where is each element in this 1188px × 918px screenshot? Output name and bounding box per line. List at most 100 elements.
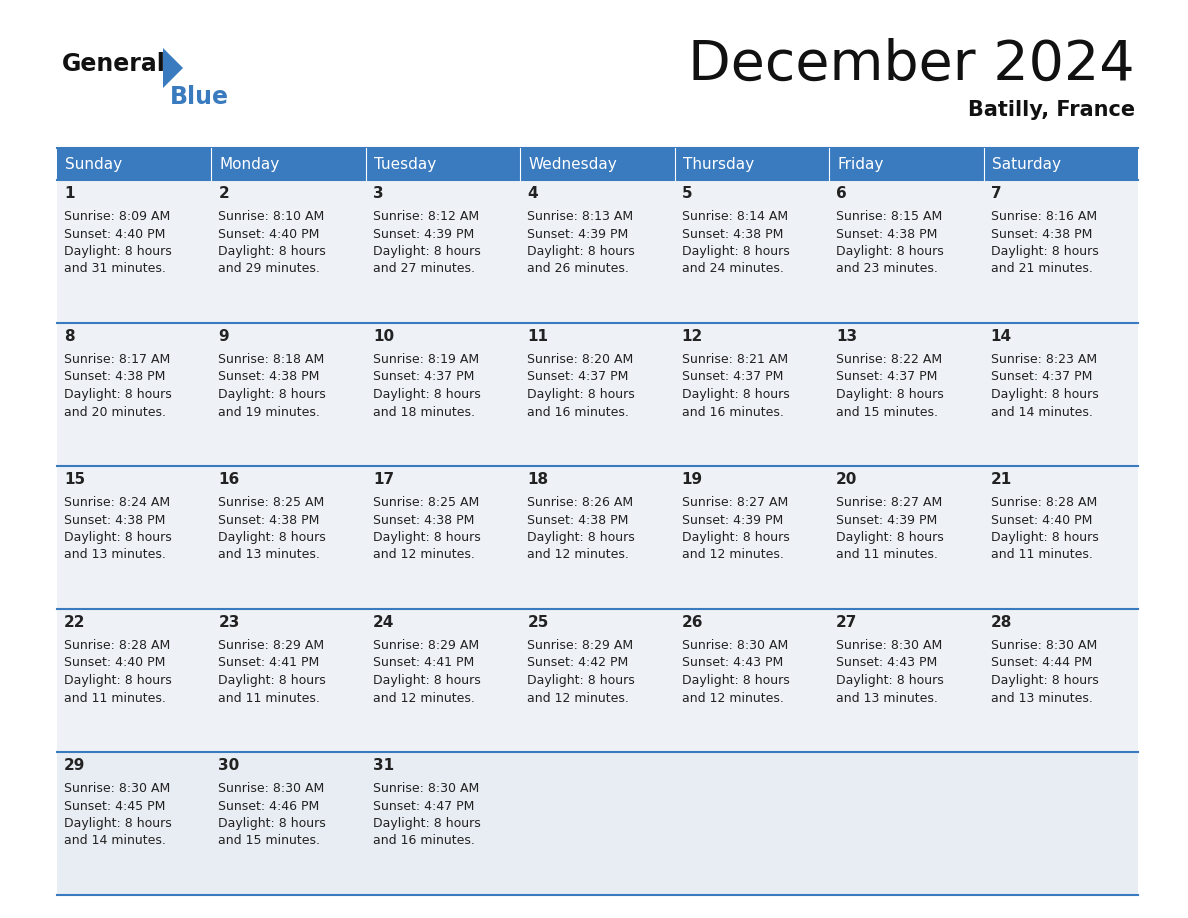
Text: 13: 13 — [836, 329, 858, 344]
Text: Daylight: 8 hours: Daylight: 8 hours — [219, 388, 327, 401]
Bar — [57, 752, 1138, 895]
Text: Sunrise: 8:28 AM: Sunrise: 8:28 AM — [64, 639, 170, 652]
Text: Sunrise: 8:30 AM: Sunrise: 8:30 AM — [836, 639, 942, 652]
Text: Blue: Blue — [170, 85, 229, 109]
Text: Daylight: 8 hours: Daylight: 8 hours — [64, 817, 172, 830]
Bar — [984, 148, 1138, 180]
Text: and 16 minutes.: and 16 minutes. — [682, 406, 784, 419]
Text: and 14 minutes.: and 14 minutes. — [991, 406, 1093, 419]
Text: 24: 24 — [373, 615, 394, 630]
Text: and 12 minutes.: and 12 minutes. — [682, 691, 784, 704]
Bar — [829, 148, 984, 180]
Text: 28: 28 — [991, 615, 1012, 630]
Text: and 16 minutes.: and 16 minutes. — [527, 406, 630, 419]
Text: and 24 minutes.: and 24 minutes. — [682, 263, 784, 275]
Polygon shape — [163, 48, 183, 88]
Text: Daylight: 8 hours: Daylight: 8 hours — [64, 531, 172, 544]
Text: Sunset: 4:43 PM: Sunset: 4:43 PM — [682, 656, 783, 669]
Text: Sunset: 4:40 PM: Sunset: 4:40 PM — [991, 513, 1092, 527]
Text: 9: 9 — [219, 329, 229, 344]
Text: Sunset: 4:38 PM: Sunset: 4:38 PM — [682, 228, 783, 241]
Text: Sunset: 4:38 PM: Sunset: 4:38 PM — [527, 513, 628, 527]
Text: Sunrise: 8:29 AM: Sunrise: 8:29 AM — [373, 639, 479, 652]
Text: Friday: Friday — [838, 156, 884, 172]
Text: Sunset: 4:44 PM: Sunset: 4:44 PM — [991, 656, 1092, 669]
Text: and 23 minutes.: and 23 minutes. — [836, 263, 939, 275]
Text: and 27 minutes.: and 27 minutes. — [373, 263, 475, 275]
Text: Sunrise: 8:26 AM: Sunrise: 8:26 AM — [527, 496, 633, 509]
Bar — [675, 148, 829, 180]
Text: Sunset: 4:47 PM: Sunset: 4:47 PM — [373, 800, 474, 812]
Text: 22: 22 — [64, 615, 86, 630]
Text: Thursday: Thursday — [683, 156, 754, 172]
Text: and 12 minutes.: and 12 minutes. — [682, 548, 784, 562]
Text: Sunset: 4:38 PM: Sunset: 4:38 PM — [64, 513, 165, 527]
Text: and 29 minutes.: and 29 minutes. — [219, 263, 321, 275]
Text: Sunrise: 8:21 AM: Sunrise: 8:21 AM — [682, 353, 788, 366]
Text: Daylight: 8 hours: Daylight: 8 hours — [527, 531, 636, 544]
Text: 30: 30 — [219, 758, 240, 773]
Text: Sunrise: 8:16 AM: Sunrise: 8:16 AM — [991, 210, 1097, 223]
Text: December 2024: December 2024 — [688, 38, 1135, 92]
Text: and 13 minutes.: and 13 minutes. — [991, 691, 1093, 704]
Text: Sunset: 4:39 PM: Sunset: 4:39 PM — [682, 513, 783, 527]
Text: Daylight: 8 hours: Daylight: 8 hours — [64, 245, 172, 258]
Text: Sunset: 4:40 PM: Sunset: 4:40 PM — [64, 228, 165, 241]
Text: Sunrise: 8:29 AM: Sunrise: 8:29 AM — [527, 639, 633, 652]
Text: Daylight: 8 hours: Daylight: 8 hours — [682, 674, 790, 687]
Text: Sunrise: 8:30 AM: Sunrise: 8:30 AM — [64, 782, 170, 795]
Text: and 11 minutes.: and 11 minutes. — [64, 691, 166, 704]
Text: Daylight: 8 hours: Daylight: 8 hours — [64, 674, 172, 687]
Text: Daylight: 8 hours: Daylight: 8 hours — [836, 245, 944, 258]
Text: and 12 minutes.: and 12 minutes. — [527, 691, 630, 704]
Text: General: General — [62, 52, 166, 76]
Text: 1: 1 — [64, 186, 75, 201]
Text: 3: 3 — [373, 186, 384, 201]
Text: and 31 minutes.: and 31 minutes. — [64, 263, 166, 275]
Text: Daylight: 8 hours: Daylight: 8 hours — [836, 388, 944, 401]
Text: Sunset: 4:37 PM: Sunset: 4:37 PM — [373, 371, 474, 384]
Text: and 15 minutes.: and 15 minutes. — [219, 834, 321, 847]
Text: Sunset: 4:37 PM: Sunset: 4:37 PM — [991, 371, 1092, 384]
Text: and 11 minutes.: and 11 minutes. — [836, 548, 939, 562]
Text: Daylight: 8 hours: Daylight: 8 hours — [373, 674, 481, 687]
Text: Sunday: Sunday — [65, 156, 122, 172]
Text: and 21 minutes.: and 21 minutes. — [991, 263, 1093, 275]
Text: 25: 25 — [527, 615, 549, 630]
Text: 5: 5 — [682, 186, 693, 201]
Text: 16: 16 — [219, 472, 240, 487]
Bar — [57, 148, 211, 180]
Text: 27: 27 — [836, 615, 858, 630]
Text: Sunrise: 8:15 AM: Sunrise: 8:15 AM — [836, 210, 942, 223]
Text: Sunrise: 8:18 AM: Sunrise: 8:18 AM — [219, 353, 324, 366]
Text: Sunset: 4:43 PM: Sunset: 4:43 PM — [836, 656, 937, 669]
Text: and 12 minutes.: and 12 minutes. — [373, 691, 475, 704]
Text: and 13 minutes.: and 13 minutes. — [219, 548, 321, 562]
Text: Sunrise: 8:10 AM: Sunrise: 8:10 AM — [219, 210, 324, 223]
Text: Sunrise: 8:29 AM: Sunrise: 8:29 AM — [219, 639, 324, 652]
Text: Sunrise: 8:30 AM: Sunrise: 8:30 AM — [373, 782, 479, 795]
Text: Sunrise: 8:30 AM: Sunrise: 8:30 AM — [991, 639, 1097, 652]
Text: and 20 minutes.: and 20 minutes. — [64, 406, 166, 419]
Bar — [57, 323, 1138, 466]
Text: Sunset: 4:40 PM: Sunset: 4:40 PM — [64, 656, 165, 669]
Text: Daylight: 8 hours: Daylight: 8 hours — [373, 245, 481, 258]
Text: 6: 6 — [836, 186, 847, 201]
Text: 19: 19 — [682, 472, 703, 487]
Text: Daylight: 8 hours: Daylight: 8 hours — [219, 817, 327, 830]
Text: Sunrise: 8:19 AM: Sunrise: 8:19 AM — [373, 353, 479, 366]
Text: Sunrise: 8:22 AM: Sunrise: 8:22 AM — [836, 353, 942, 366]
Text: 4: 4 — [527, 186, 538, 201]
Text: Sunrise: 8:28 AM: Sunrise: 8:28 AM — [991, 496, 1097, 509]
Text: 10: 10 — [373, 329, 394, 344]
Text: and 11 minutes.: and 11 minutes. — [219, 691, 321, 704]
Text: Daylight: 8 hours: Daylight: 8 hours — [219, 674, 327, 687]
Text: Sunrise: 8:12 AM: Sunrise: 8:12 AM — [373, 210, 479, 223]
Text: Tuesday: Tuesday — [374, 156, 436, 172]
Text: Daylight: 8 hours: Daylight: 8 hours — [219, 531, 327, 544]
Text: and 26 minutes.: and 26 minutes. — [527, 263, 630, 275]
Text: Daylight: 8 hours: Daylight: 8 hours — [991, 674, 1099, 687]
Text: Sunrise: 8:23 AM: Sunrise: 8:23 AM — [991, 353, 1097, 366]
Text: Batilly, France: Batilly, France — [968, 100, 1135, 120]
Text: Sunrise: 8:24 AM: Sunrise: 8:24 AM — [64, 496, 170, 509]
